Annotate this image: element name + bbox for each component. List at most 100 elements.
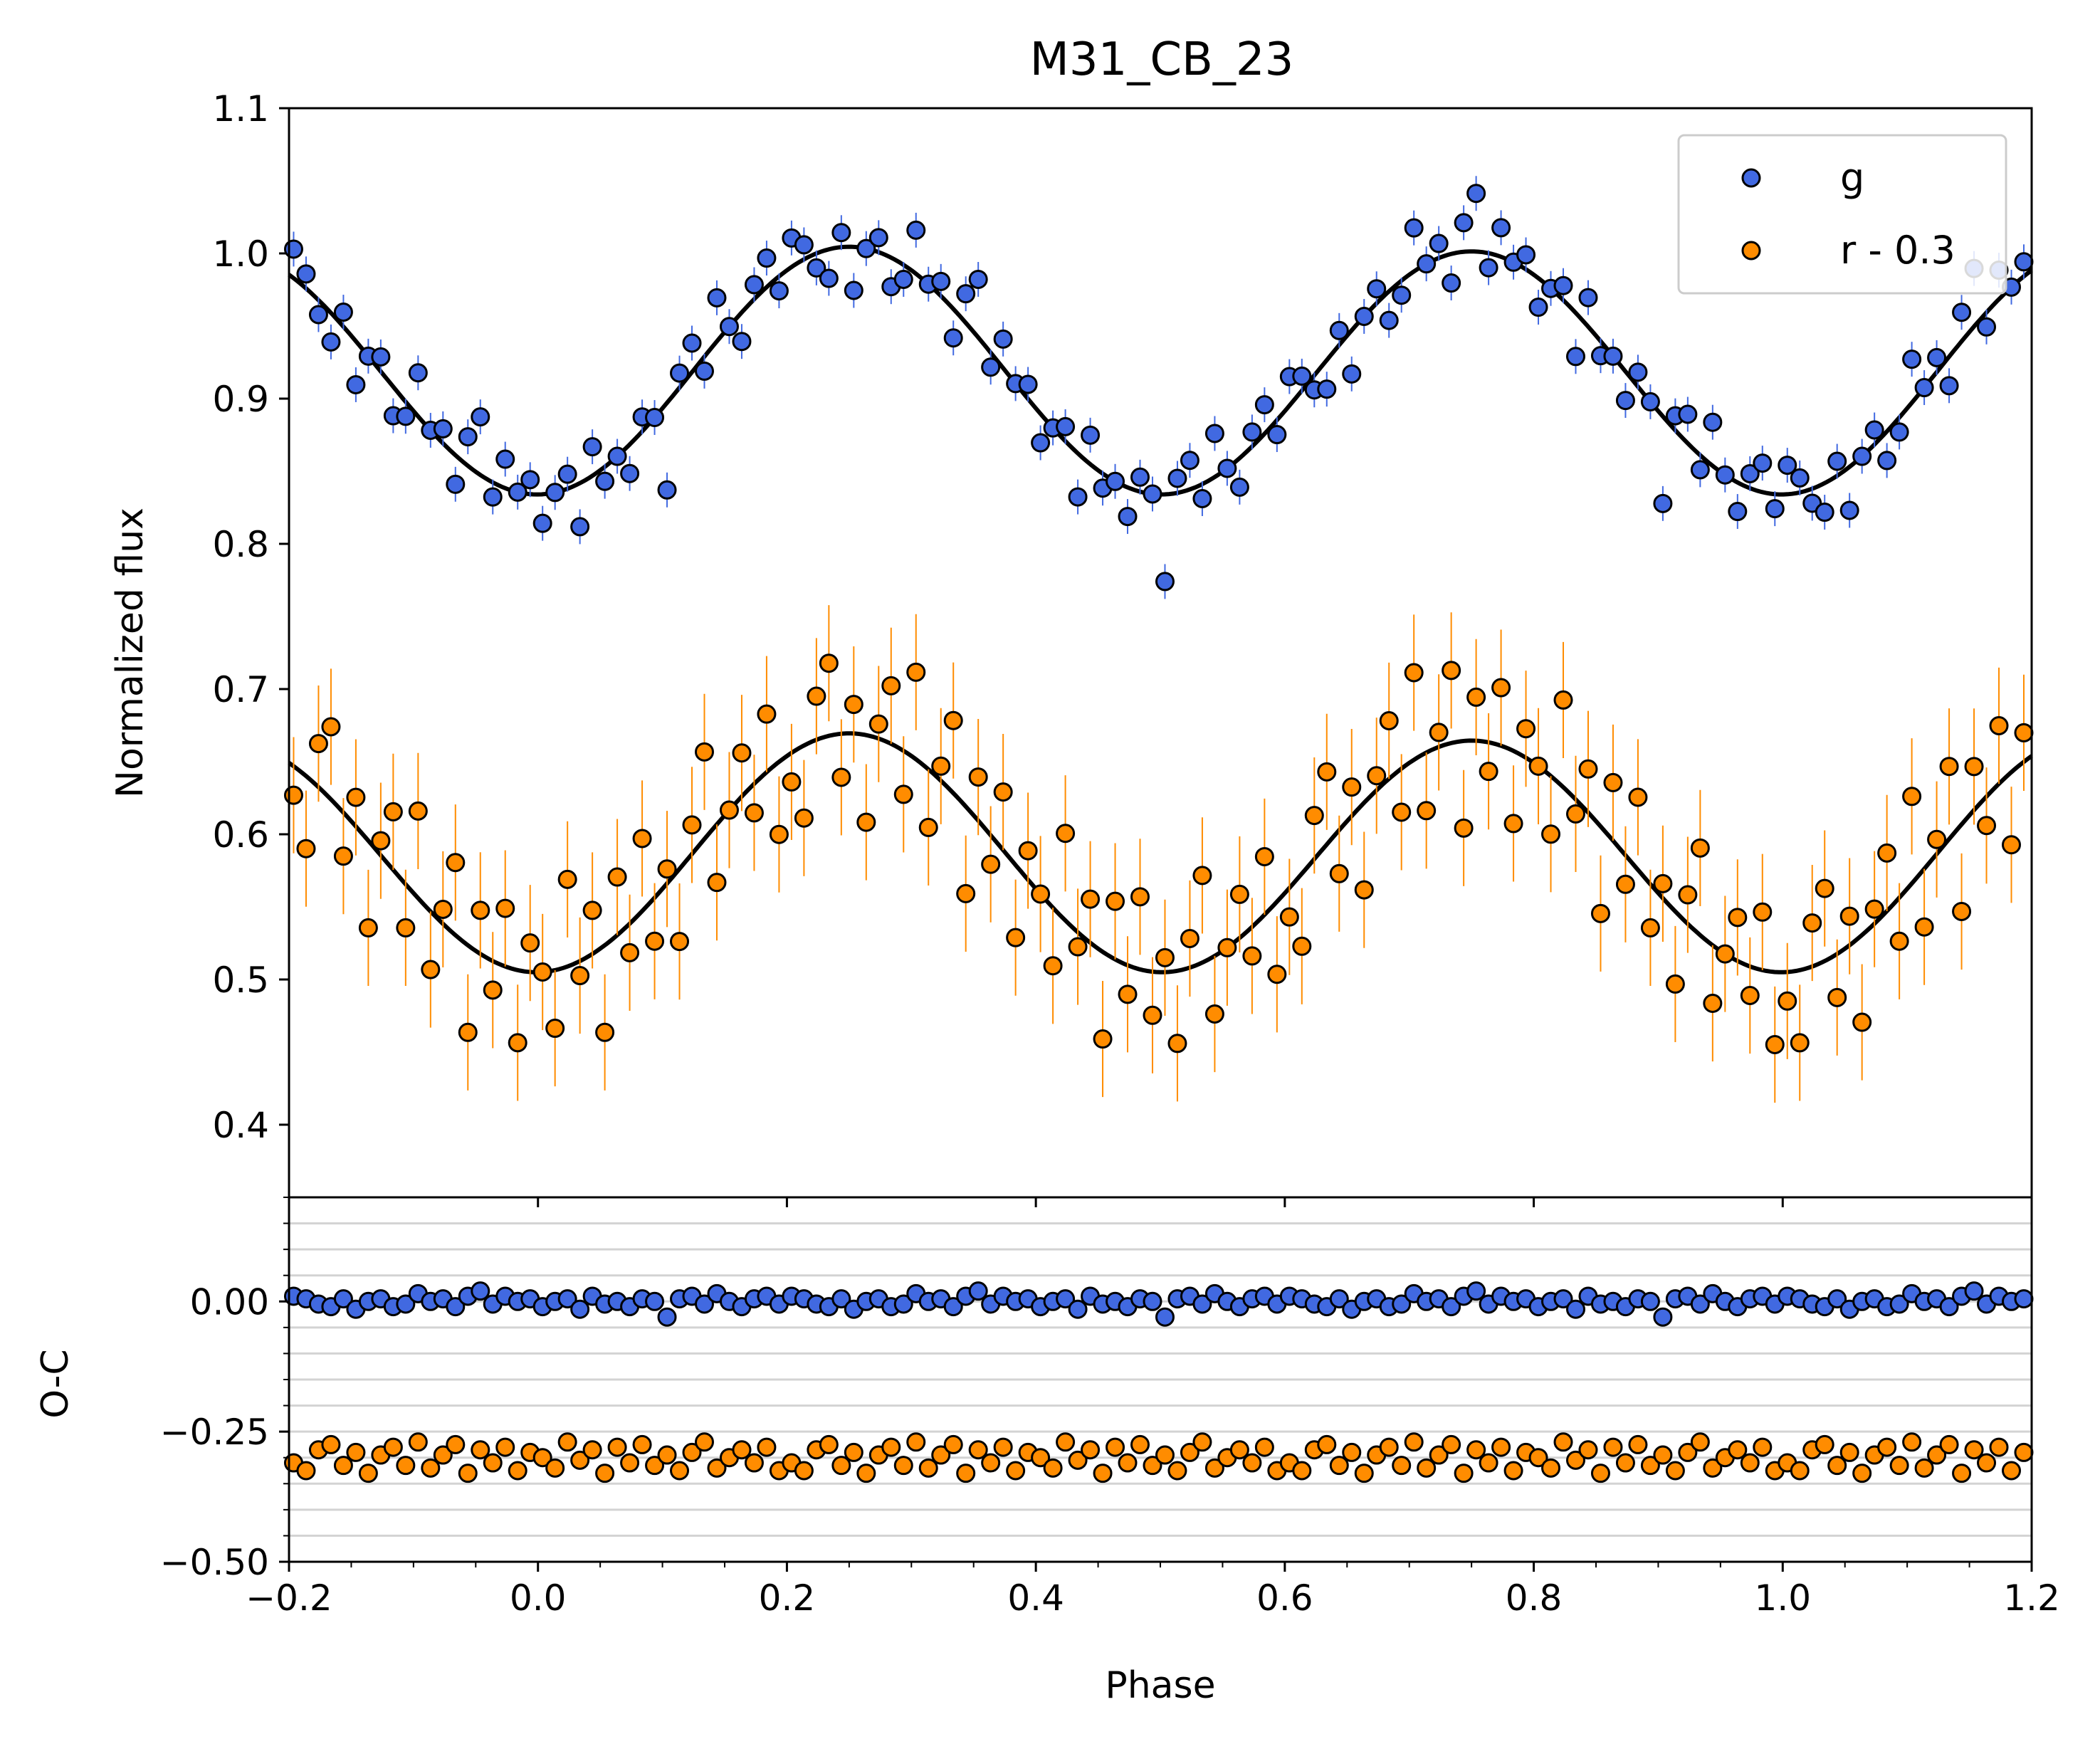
residual-point-g xyxy=(1640,1291,1660,1311)
residual-point-r xyxy=(1130,1434,1150,1454)
data-point-g xyxy=(1678,404,1698,424)
data-point-r xyxy=(446,853,466,873)
residual-point-r xyxy=(1167,1461,1187,1481)
residual-point-g xyxy=(1329,1289,1349,1309)
data-point-r xyxy=(1615,874,1635,894)
data-point-r xyxy=(1167,1034,1187,1054)
data-point-r xyxy=(2014,723,2034,742)
data-point-g xyxy=(1329,320,1349,340)
data-point-g xyxy=(1914,378,1934,398)
data-point-r xyxy=(1541,824,1561,844)
data-point-g xyxy=(1404,218,1424,238)
data-point-r xyxy=(321,717,341,737)
data-point-g xyxy=(1242,422,1262,442)
data-point-g xyxy=(532,513,552,533)
data-point-g xyxy=(1392,285,1412,305)
residual-point-r xyxy=(1889,1456,1909,1476)
residual-point-r xyxy=(1180,1442,1199,1462)
data-point-r xyxy=(757,704,777,724)
data-point-r xyxy=(881,676,901,695)
data-point-g xyxy=(794,235,814,255)
data-point-r xyxy=(520,933,540,953)
residual-point-g xyxy=(694,1294,714,1314)
residual-point-r xyxy=(532,1448,552,1468)
residual-point-r xyxy=(1143,1456,1162,1476)
data-point-g xyxy=(1902,350,1922,369)
data-point-r xyxy=(1204,1004,1224,1024)
data-point-g xyxy=(732,332,752,352)
residual-point-r xyxy=(1417,1458,1437,1478)
residual-point-r xyxy=(1229,1440,1249,1460)
residual-point-g xyxy=(1889,1294,1909,1314)
data-point-g xyxy=(1528,298,1548,317)
data-point-g xyxy=(1927,347,1947,367)
legend: g r - 0.3 xyxy=(1677,134,2007,295)
residual-point-g xyxy=(831,1289,851,1309)
bottom-y-ticks: 0.00 −0.25 −0.50 xyxy=(160,1197,289,1583)
legend-marker-r xyxy=(1741,241,1761,261)
data-point-r xyxy=(769,824,789,844)
data-point-g xyxy=(993,329,1013,349)
residual-point-r xyxy=(1081,1440,1101,1460)
data-point-g xyxy=(1864,420,1884,440)
data-point-r xyxy=(993,782,1013,802)
data-point-r xyxy=(1603,772,1623,792)
data-point-g xyxy=(856,238,876,258)
data-point-g xyxy=(1018,374,1038,394)
data-point-g xyxy=(557,464,577,484)
data-point-r xyxy=(1242,946,1262,966)
residual-point-r xyxy=(1877,1437,1897,1457)
data-point-r xyxy=(1703,994,1723,1014)
data-point-r xyxy=(1392,802,1412,822)
data-point-g xyxy=(1118,507,1138,527)
data-point-g xyxy=(495,449,515,469)
data-point-r xyxy=(1939,757,1959,777)
data-point-g xyxy=(1155,572,1175,592)
data-point-g xyxy=(1765,499,1785,519)
legend-label-r: r - 0.3 xyxy=(1840,228,1955,273)
data-point-g xyxy=(1106,471,1125,491)
data-point-r xyxy=(1989,716,2009,736)
data-point-g xyxy=(981,357,1001,377)
residual-point-g xyxy=(943,1297,963,1317)
data-point-g xyxy=(1254,395,1274,415)
data-point-r xyxy=(1815,878,1834,898)
data-point-g xyxy=(657,480,677,500)
data-point-g xyxy=(1790,468,1810,488)
residual-point-r xyxy=(1354,1464,1374,1483)
residual-point-r xyxy=(1155,1445,1175,1465)
data-point-g xyxy=(807,258,826,278)
data-point-g xyxy=(545,483,565,503)
data-point-r xyxy=(1466,687,1486,707)
data-point-r xyxy=(1977,816,1997,836)
data-point-r xyxy=(1889,931,1909,951)
data-point-r xyxy=(1653,873,1673,893)
data-point-r xyxy=(1914,917,1934,937)
data-point-r xyxy=(918,817,938,837)
residual-point-r xyxy=(1404,1432,1424,1452)
residual-point-r xyxy=(1043,1458,1063,1478)
data-point-r xyxy=(1056,824,1076,844)
data-point-r xyxy=(1031,884,1051,904)
data-point-r xyxy=(1952,901,1972,921)
data-point-r xyxy=(1690,838,1710,858)
data-point-r xyxy=(1765,1034,1785,1054)
top-y-tick-label: 0.5 xyxy=(212,960,269,1001)
data-point-g xyxy=(1815,503,1834,522)
residual-point-r xyxy=(1292,1461,1312,1481)
data-point-r xyxy=(1417,801,1437,821)
data-point-g xyxy=(645,408,665,428)
residual-point-r xyxy=(1503,1461,1523,1481)
data-point-r xyxy=(1279,907,1299,927)
residual-point-r xyxy=(1690,1432,1710,1452)
data-point-r xyxy=(1553,690,1573,710)
top-y-ticks: 0.4 0.5 0.6 0.7 0.8 0.9 1.0 1.1 xyxy=(212,88,289,1146)
chart-title: M31_CB_23 xyxy=(1030,33,1294,86)
residual-point-r xyxy=(757,1437,777,1457)
residual-point-r xyxy=(1479,1453,1498,1473)
residual-point-r xyxy=(1392,1456,1412,1476)
data-point-g xyxy=(1192,488,1212,508)
residual-point-r xyxy=(993,1437,1013,1457)
residual-point-g xyxy=(446,1297,466,1317)
